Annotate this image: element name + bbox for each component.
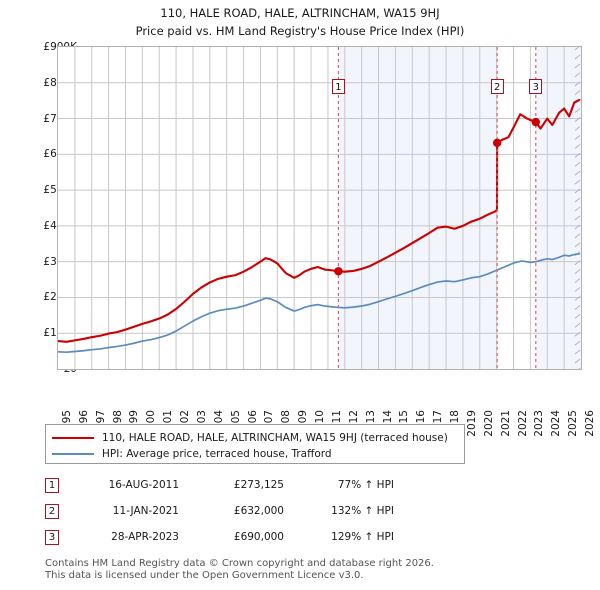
axis-minor-tick — [574, 63, 581, 69]
transaction-hpi-delta: 132% ↑ HPI — [331, 505, 394, 517]
transactions-table: 1 16-AUG-2011 £273,125 77% ↑ HPI 2 11-JAN-202… — [45, 472, 475, 550]
x-tick-label: 2019 — [465, 410, 478, 437]
axis-minor-tick — [574, 358, 581, 364]
sale-point-1[interactable] — [334, 267, 343, 276]
chart-legend: 110, HALE ROAD, HALE, ALTRINCHAM, WA15 9… — [45, 424, 465, 464]
chart-title-primary: 110, HALE ROAD, HALE, ALTRINCHAM, WA15 9… — [160, 6, 440, 20]
table-row[interactable]: 1 16-AUG-2011 £273,125 77% ↑ HPI — [45, 472, 475, 498]
transaction-hpi-delta: 77% ↑ HPI — [337, 479, 394, 491]
axis-minor-tick — [574, 135, 581, 140]
footer-line-1: Contains HM Land Registry data © Crown c… — [45, 558, 434, 569]
axis-minor-tick — [574, 126, 581, 131]
transaction-date: 28-APR-2023 — [111, 531, 179, 543]
transaction-date: 16-AUG-2011 — [108, 479, 179, 491]
axis-minor-tick — [578, 367, 581, 369]
page-title: 110, HALE ROAD, HALE, ALTRINCHAM, WA15 9… — [0, 4, 600, 40]
axis-minor-tick — [574, 179, 581, 185]
axis-minor-tick — [574, 197, 581, 203]
axis-minor-tick — [574, 81, 581, 87]
transaction-date: 11-JAN-2021 — [112, 505, 179, 517]
transaction-price: £273,125 — [233, 479, 284, 491]
axis-minor-tick — [574, 314, 581, 319]
transaction-price: £632,000 — [233, 505, 284, 517]
x-tick-label: 2023 — [533, 410, 546, 437]
marker-badge-2[interactable]: 2 — [490, 78, 504, 94]
axis-minor-tick — [574, 161, 581, 167]
axis-minor-tick — [574, 233, 581, 239]
transaction-index-badge: 1 — [45, 477, 59, 493]
axis-minor-tick — [574, 170, 581, 176]
x-tick-label: 2022 — [516, 410, 529, 437]
axis-minor-tick — [574, 322, 581, 328]
marker-badge-1[interactable]: 1 — [331, 78, 345, 94]
transaction-hpi-delta: 129% ↑ HPI — [331, 531, 394, 543]
marker-badge-3[interactable]: 3 — [529, 78, 543, 94]
axis-minor-tick — [574, 269, 581, 274]
axis-minor-tick — [574, 349, 581, 355]
shaded-span-1 — [338, 47, 498, 369]
line-swatch-icon — [52, 452, 94, 455]
axis-minor-tick — [574, 117, 581, 122]
axis-minor-tick — [574, 296, 581, 301]
legend-item-2: HPI: Average price, terraced house, Traf… — [52, 446, 458, 461]
x-tick-label: 2020 — [482, 410, 495, 437]
chart-title-secondary: Price paid vs. HM Land Registry's House … — [135, 24, 465, 38]
x-tick-label: 2024 — [550, 410, 563, 437]
sale-point-3[interactable] — [531, 117, 540, 127]
price-history-line-chart — [58, 47, 581, 369]
axis-minor-tick — [574, 144, 581, 149]
series-line-2 — [58, 252, 581, 354]
axis-minor-tick — [574, 206, 581, 212]
footer-line-2: This data is licensed under the Open Gov… — [45, 570, 364, 581]
axis-minor-tick — [574, 287, 581, 292]
sale-point-2[interactable] — [492, 138, 502, 148]
axis-minor-tick — [574, 153, 581, 158]
legend-item-1: 110, HALE ROAD, HALE, ALTRINCHAM, WA15 9… — [52, 430, 458, 445]
axis-minor-tick — [574, 260, 581, 265]
legend-item-label: HPI: Average price, terraced house, Traf… — [102, 447, 332, 460]
axis-minor-tick — [574, 305, 581, 310]
axis-minor-tick — [574, 72, 581, 78]
axis-minor-tick — [574, 224, 581, 230]
chart-plot-area: 1 2 3 — [57, 46, 582, 370]
axis-minor-tick — [574, 278, 581, 283]
axis-minor-tick — [574, 188, 581, 194]
legend-item-label: 110, HALE ROAD, HALE, ALTRINCHAM, WA15 9… — [102, 431, 448, 444]
axis-minor-tick — [574, 340, 581, 346]
axis-minor-tick — [574, 331, 581, 337]
axis-minor-tick — [574, 47, 580, 51]
axis-minor-tick — [574, 108, 581, 113]
table-row[interactable]: 2 11-JAN-2021 £632,000 132% ↑ HPI — [45, 498, 475, 524]
attribution-footer: Contains HM Land Registry data © Crown c… — [45, 558, 565, 582]
axis-minor-tick — [574, 90, 581, 96]
transaction-index-badge: 2 — [45, 503, 59, 519]
axis-minor-tick — [574, 242, 581, 248]
table-row[interactable]: 3 28-APR-2023 £690,000 129% ↑ HPI — [45, 524, 475, 550]
x-tick-label: 2026 — [584, 410, 596, 437]
transaction-index-badge: 3 — [45, 529, 59, 545]
x-axis: 1995199619971998199920002001200220032004… — [0, 374, 600, 437]
transaction-price: £690,000 — [233, 531, 284, 543]
x-tick-label: 2021 — [499, 410, 512, 437]
shaded-span-2 — [535, 47, 581, 369]
x-tick-label: 2025 — [567, 410, 580, 437]
line-swatch-icon — [52, 436, 94, 439]
axis-minor-tick — [574, 54, 581, 60]
axis-minor-tick — [574, 215, 581, 221]
